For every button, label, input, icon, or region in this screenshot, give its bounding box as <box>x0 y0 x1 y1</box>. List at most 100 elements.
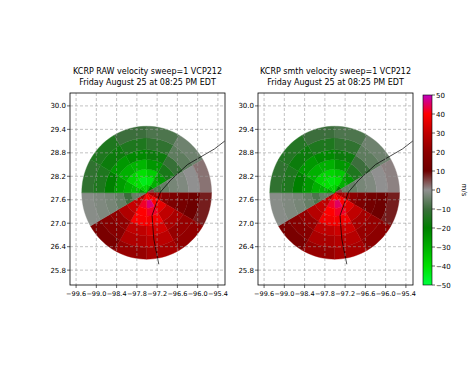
grid-line <box>258 129 413 130</box>
plot-area <box>270 126 413 264</box>
grid-line <box>258 246 413 247</box>
y-tick-label: 25.8 <box>238 267 254 275</box>
colorbar-tick <box>432 266 435 267</box>
velocity-cell <box>139 193 147 197</box>
grid-line <box>365 93 366 285</box>
velocity-cell <box>381 193 400 226</box>
grid-line <box>258 152 413 153</box>
colorbar-tick-label: −40 <box>436 263 451 271</box>
y-tick-label: 28.2 <box>50 173 66 181</box>
velocity-cell <box>302 240 334 259</box>
x-tick <box>197 285 198 288</box>
y-tick <box>255 176 258 177</box>
x-tick <box>284 285 285 288</box>
x-tick-label: −99.0 <box>274 290 294 298</box>
y-tick <box>255 270 258 271</box>
x-tick-label: −95.4 <box>396 290 416 298</box>
subtitle: Friday August 25 at 08:25 PM EDT <box>79 78 216 87</box>
colorbar-tick <box>432 285 435 286</box>
x-tick <box>385 285 386 288</box>
y-tick-label: 26.4 <box>238 243 254 251</box>
grid-line <box>258 270 413 271</box>
x-tick-label: −97.2 <box>147 290 167 298</box>
x-tick-label: −96.0 <box>376 290 396 298</box>
x-tick-label: −97.2 <box>335 290 355 298</box>
x-tick-label: −98.4 <box>295 290 315 298</box>
x-tick <box>177 285 178 288</box>
velocity-cell <box>90 220 119 250</box>
coastline <box>152 141 225 264</box>
y-tick-label: 27.0 <box>238 220 254 228</box>
velocity-cell <box>278 220 307 250</box>
y-tick <box>255 105 258 106</box>
x-tick-label: −99.0 <box>86 290 106 298</box>
colorbar-tick <box>432 114 435 115</box>
y-tick <box>67 223 70 224</box>
title: KCRP smth velocity sweep=1 VCP212 <box>260 67 411 76</box>
grid-line <box>96 93 97 285</box>
colorbar-tick <box>432 209 435 210</box>
x-tick <box>96 285 97 288</box>
grid-line <box>258 105 413 106</box>
velocity-cell <box>90 135 119 165</box>
y-tick <box>255 246 258 247</box>
colorbar-tick-label: −50 <box>436 282 451 290</box>
y-tick <box>67 199 70 200</box>
subtitle: Friday August 25 at 08:25 PM EDT <box>267 78 404 87</box>
y-tick <box>255 223 258 224</box>
colorbar-tick-label: 50 <box>436 92 445 100</box>
y-tick-label: 27.6 <box>50 196 66 204</box>
grid-line <box>217 93 218 285</box>
x-tick <box>365 285 366 288</box>
plot-frame <box>258 93 413 285</box>
grid-line <box>157 93 158 285</box>
velocity-cell <box>173 135 202 165</box>
y-tick-label: 26.4 <box>50 243 66 251</box>
y-tick <box>67 246 70 247</box>
colorbar-scale <box>423 95 432 285</box>
x-tick-label: −98.4 <box>107 290 127 298</box>
grid-line <box>258 176 413 177</box>
velocity-cell <box>173 220 202 250</box>
x-tick <box>264 285 265 288</box>
colorbar-tick <box>432 247 435 248</box>
colorbar: −50−40−30−20−1001020304050m/s <box>423 92 468 290</box>
x-tick <box>217 285 218 288</box>
grid-line <box>385 93 386 285</box>
y-tick <box>255 152 258 153</box>
x-tick <box>136 285 137 288</box>
velocity-cell <box>82 193 101 226</box>
velocity-cell <box>143 185 147 193</box>
colorbar-tick-label: −20 <box>436 225 451 233</box>
x-tick <box>76 285 77 288</box>
y-tick-label: 30.0 <box>50 102 66 110</box>
velocity-cell <box>361 135 390 165</box>
x-tick <box>324 285 325 288</box>
colorbar-tick-label: 20 <box>436 149 445 157</box>
y-tick <box>67 129 70 130</box>
grid-line <box>405 93 406 285</box>
page: {"chart_data": [ {"type": "radar_ppi", "… <box>0 0 474 379</box>
grid-line <box>264 93 265 285</box>
colorbar-label: m/s <box>460 184 468 197</box>
velocity-cell <box>327 193 335 197</box>
grid-line <box>70 270 225 271</box>
y-tick <box>67 270 70 271</box>
y-tick <box>67 176 70 177</box>
panel: KCRP RAW velocity sweep=1 VCP212Friday A… <box>50 67 227 298</box>
grid-line <box>284 93 285 285</box>
y-tick-label: 29.4 <box>238 126 254 134</box>
x-tick-label: −97.8 <box>315 290 335 298</box>
grid-line <box>70 199 225 200</box>
x-tick-label: −96.6 <box>167 290 187 298</box>
background <box>0 0 474 379</box>
grid-line <box>258 199 413 200</box>
y-tick-label: 28.8 <box>50 149 66 157</box>
y-tick-label: 28.8 <box>238 149 254 157</box>
velocity-cell <box>331 185 335 193</box>
velocity-cell <box>114 240 146 259</box>
velocity-cell <box>147 193 151 201</box>
grid-line <box>70 129 225 130</box>
grid-line <box>70 105 225 106</box>
colorbar-tick-label: 30 <box>436 130 445 138</box>
